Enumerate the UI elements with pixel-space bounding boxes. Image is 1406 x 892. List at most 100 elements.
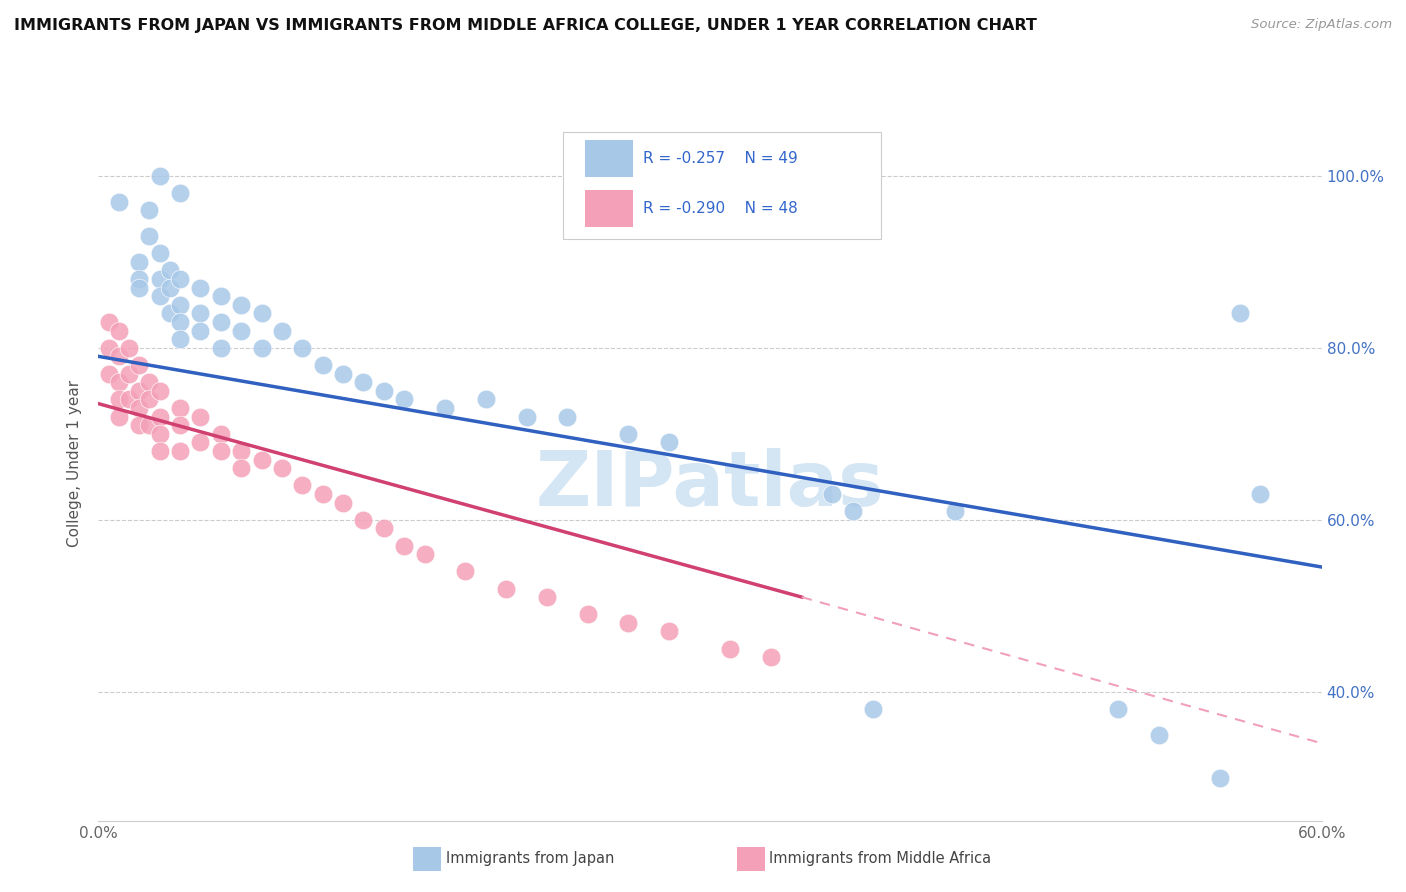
Point — [97, 315, 120, 329]
Point — [108, 194, 131, 209]
Point — [373, 521, 395, 535]
Point — [118, 341, 141, 355]
Point — [841, 504, 863, 518]
Text: Immigrants from Japan: Immigrants from Japan — [446, 852, 614, 866]
Text: ZIPatlas: ZIPatlas — [536, 449, 884, 522]
Point — [108, 409, 131, 424]
Point — [576, 607, 599, 622]
Point — [118, 367, 141, 381]
Point — [128, 254, 150, 268]
Point — [434, 401, 457, 415]
Point — [128, 272, 150, 286]
Point — [332, 495, 354, 509]
Point — [169, 186, 191, 200]
Point — [536, 590, 558, 604]
Point — [495, 582, 517, 596]
Point — [108, 350, 131, 364]
Point — [169, 444, 191, 458]
Point — [392, 392, 416, 407]
Point — [149, 409, 172, 424]
Y-axis label: College, Under 1 year: College, Under 1 year — [67, 380, 83, 548]
Point — [169, 332, 191, 346]
Text: Source: ZipAtlas.com: Source: ZipAtlas.com — [1251, 18, 1392, 31]
FancyBboxPatch shape — [564, 132, 882, 239]
Point — [149, 426, 172, 441]
Point — [188, 306, 212, 320]
Point — [312, 358, 335, 372]
Point — [209, 444, 232, 458]
Point — [250, 341, 273, 355]
Point — [97, 367, 120, 381]
Point — [169, 272, 191, 286]
Point — [188, 324, 212, 338]
Point — [138, 375, 160, 389]
Point — [658, 624, 681, 639]
Point — [128, 401, 150, 415]
Point — [138, 203, 160, 218]
Point — [557, 409, 579, 424]
Point — [169, 401, 191, 415]
Point — [188, 435, 212, 450]
Point — [1249, 487, 1271, 501]
Point — [352, 375, 374, 389]
FancyBboxPatch shape — [585, 140, 633, 177]
Point — [169, 298, 191, 312]
Text: R = -0.257    N = 49: R = -0.257 N = 49 — [643, 151, 797, 166]
Point — [159, 263, 181, 277]
Point — [943, 504, 966, 518]
Point — [118, 392, 141, 407]
Point — [128, 418, 150, 433]
Point — [862, 702, 884, 716]
Point — [159, 306, 181, 320]
Point — [617, 426, 640, 441]
Point — [373, 384, 395, 398]
Point — [312, 487, 335, 501]
Point — [138, 229, 160, 244]
Point — [209, 315, 232, 329]
Point — [169, 315, 191, 329]
Point — [720, 641, 742, 656]
Point — [149, 169, 172, 183]
Point — [250, 452, 273, 467]
Point — [231, 298, 253, 312]
Point — [149, 246, 172, 260]
Point — [128, 384, 150, 398]
Point — [761, 650, 783, 665]
FancyBboxPatch shape — [585, 190, 633, 227]
Point — [231, 444, 253, 458]
Point — [128, 358, 150, 372]
Point — [658, 435, 681, 450]
Point — [149, 272, 172, 286]
Point — [332, 367, 354, 381]
Point — [149, 289, 172, 303]
Text: IMMIGRANTS FROM JAPAN VS IMMIGRANTS FROM MIDDLE AFRICA COLLEGE, UNDER 1 YEAR COR: IMMIGRANTS FROM JAPAN VS IMMIGRANTS FROM… — [14, 18, 1038, 33]
Point — [270, 324, 294, 338]
Point — [169, 418, 191, 433]
Point — [270, 461, 294, 475]
Point — [1229, 306, 1251, 320]
Point — [1147, 728, 1170, 742]
Point — [209, 426, 232, 441]
Point — [128, 280, 150, 294]
Point — [291, 478, 314, 492]
Point — [138, 392, 160, 407]
Point — [209, 341, 232, 355]
Point — [1209, 771, 1232, 785]
Point — [231, 461, 253, 475]
Point — [138, 418, 160, 433]
Point — [149, 444, 172, 458]
Point — [821, 487, 844, 501]
Point — [352, 513, 374, 527]
Point — [231, 324, 253, 338]
Point — [1107, 702, 1129, 716]
Point — [188, 280, 212, 294]
Point — [209, 289, 232, 303]
Point — [159, 280, 181, 294]
Point — [188, 409, 212, 424]
Point — [108, 392, 131, 407]
Text: R = -0.290    N = 48: R = -0.290 N = 48 — [643, 201, 797, 216]
Point — [149, 384, 172, 398]
Point — [97, 341, 120, 355]
Point — [413, 547, 436, 561]
Text: Immigrants from Middle Africa: Immigrants from Middle Africa — [769, 852, 991, 866]
